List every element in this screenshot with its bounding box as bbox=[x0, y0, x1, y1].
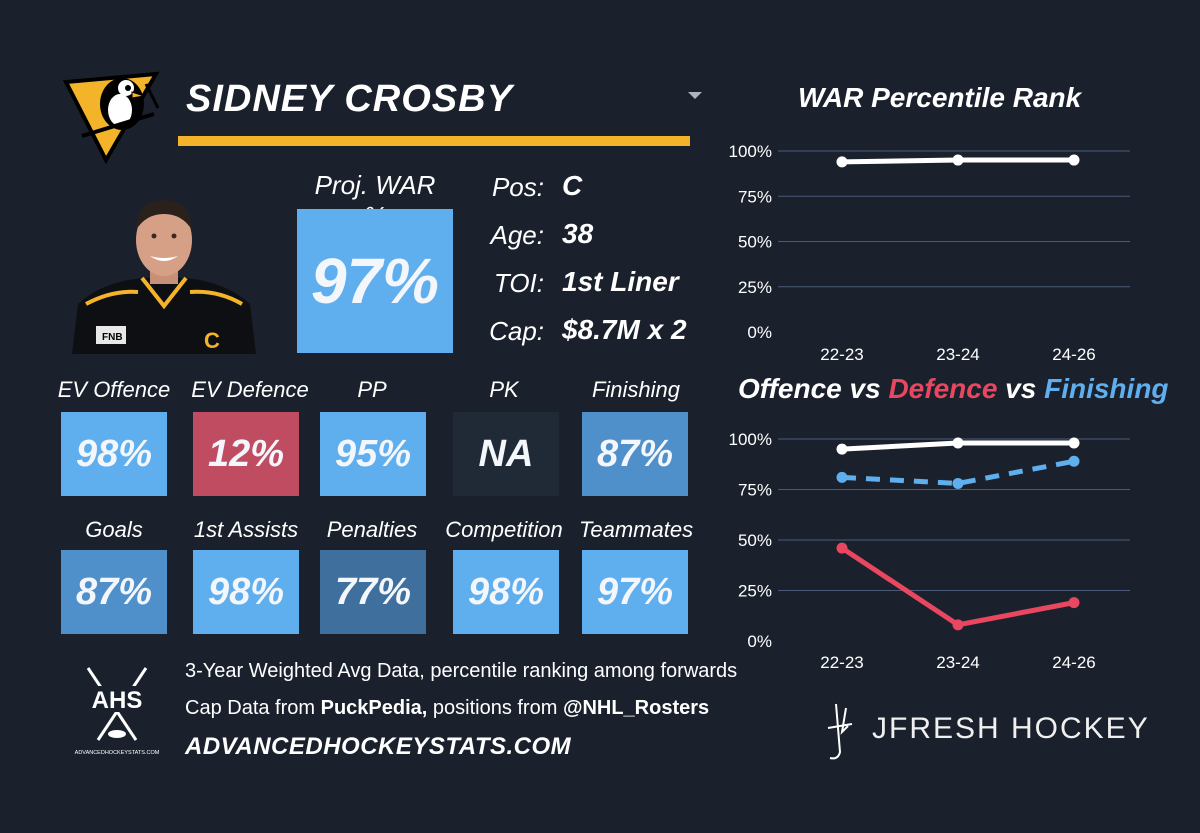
title-vs-2: vs bbox=[997, 373, 1045, 404]
stat-label: Teammates bbox=[578, 517, 694, 542]
player-photo: FNB C bbox=[72, 186, 256, 354]
pos-value: C bbox=[562, 170, 583, 201]
series-line bbox=[841, 458, 1075, 486]
stat-box: 95% bbox=[320, 412, 426, 496]
y-tick-label: 50% bbox=[738, 233, 772, 252]
footer-line-2: Cap Data from PuckPedia, positions from … bbox=[185, 697, 709, 720]
y-tick-label: 75% bbox=[738, 187, 772, 206]
y-tick-label: 0% bbox=[747, 323, 772, 342]
data-point bbox=[1068, 437, 1080, 449]
stat-box: 77% bbox=[320, 550, 426, 634]
stat-box: 97% bbox=[582, 550, 688, 634]
data-point bbox=[1068, 455, 1080, 467]
stat-label: EV Defence bbox=[191, 377, 309, 402]
player-name: SIDNEY CROSBY bbox=[186, 78, 513, 120]
jfresh-logo-icon bbox=[822, 702, 862, 762]
stat-box: 98% bbox=[61, 412, 167, 496]
y-tick-label: 100% bbox=[729, 142, 772, 161]
footer-line-2-mid: positions from bbox=[427, 697, 563, 719]
jfresh-brand: JFRESH HOCKEY bbox=[872, 712, 1150, 745]
y-tick-label: 0% bbox=[747, 632, 772, 651]
age-value: 38 bbox=[562, 218, 594, 249]
stat-box: 87% bbox=[582, 412, 688, 496]
chevron-down-icon[interactable] bbox=[688, 92, 702, 99]
cap-value: $8.7M x 2 bbox=[562, 314, 687, 345]
name-underline bbox=[178, 136, 690, 146]
data-point bbox=[952, 619, 964, 631]
ahs-logo-icon: AHS ADVANCEDHOCKEYSTATS.COM bbox=[74, 664, 160, 756]
stat-label: EV Offence bbox=[57, 377, 171, 402]
offence-defence-finishing-chart: 0% 25% 50% 75% 100% 22-23 23-24 24-26 bbox=[729, 430, 1130, 672]
series-line bbox=[840, 545, 1075, 628]
y-tick-label: 50% bbox=[738, 531, 772, 550]
svg-text:FNB: FNB bbox=[102, 332, 123, 343]
site-url[interactable]: ADVANCEDHOCKEYSTATS.COM bbox=[185, 733, 572, 760]
data-point bbox=[836, 471, 848, 483]
stat-label: Finishing bbox=[591, 377, 681, 402]
stat-label: PP bbox=[357, 377, 387, 402]
footer-line-2-pre: Cap Data from bbox=[185, 697, 321, 719]
y-tick-label: 25% bbox=[738, 278, 772, 297]
stat-box: 87% bbox=[61, 550, 167, 634]
title-vs-1: vs bbox=[841, 373, 889, 404]
penguins-logo-icon bbox=[62, 64, 168, 165]
footer-line-1: 3-Year Weighted Avg Data, percentile ran… bbox=[185, 660, 738, 682]
proj-war-value: 97% bbox=[297, 209, 453, 353]
data-point bbox=[952, 437, 964, 449]
chart-2-title: Offence vs Defence vs Finishing bbox=[738, 373, 1169, 405]
proj-war-label: Proj. WAR % bbox=[314, 170, 436, 231]
pos-label: Pos: bbox=[491, 172, 544, 202]
stat-box: 98% bbox=[453, 550, 559, 634]
title-defence: Defence bbox=[888, 373, 998, 404]
stat-box: NA bbox=[453, 412, 559, 496]
y-tick-label: 75% bbox=[738, 481, 772, 500]
data-point bbox=[952, 154, 964, 166]
ahs-logo-text: AHS bbox=[92, 687, 143, 714]
ahs-logo-subtext: ADVANCEDHOCKEYSTATS.COM bbox=[75, 750, 160, 756]
toi-label: TOI: bbox=[493, 268, 544, 298]
data-point bbox=[1068, 154, 1080, 166]
stat-label: Competition bbox=[445, 517, 563, 542]
y-tick-label: 100% bbox=[729, 430, 772, 449]
nhl-rosters-text: @NHL_Rosters bbox=[562, 697, 710, 719]
data-point bbox=[952, 477, 964, 489]
stat-box: 98% bbox=[193, 550, 299, 634]
title-finishing: Finishing bbox=[1044, 373, 1169, 404]
data-point bbox=[836, 443, 848, 455]
stat-label: PK bbox=[489, 377, 519, 402]
x-tick-label: 22-23 bbox=[820, 653, 863, 672]
x-tick-label: 23-24 bbox=[936, 345, 979, 364]
puckpedia-text: PuckPedia, bbox=[320, 697, 428, 719]
stat-label: Goals bbox=[85, 517, 143, 542]
stat-label: Penalties bbox=[326, 517, 418, 542]
war-percentile-chart: 0% 25% 50% 75% 100% 22-23 23-24 24-26 bbox=[729, 142, 1130, 364]
cap-label: Cap: bbox=[489, 316, 544, 346]
svg-text:C: C bbox=[204, 328, 220, 353]
toi-value: 1st Liner bbox=[562, 266, 679, 297]
x-tick-label: 23-24 bbox=[936, 653, 979, 672]
data-point bbox=[1068, 597, 1080, 609]
chart-1-title: WAR Percentile Rank bbox=[798, 82, 1082, 113]
age-label: Age: bbox=[490, 220, 545, 250]
x-tick-label: 24-26 bbox=[1052, 345, 1095, 364]
title-offence: Offence bbox=[738, 373, 842, 404]
x-tick-label: 22-23 bbox=[820, 345, 863, 364]
data-point bbox=[836, 542, 848, 554]
stat-label: 1st Assists bbox=[193, 517, 299, 542]
y-tick-label: 25% bbox=[738, 582, 772, 601]
data-point bbox=[836, 156, 848, 168]
x-tick-label: 24-26 bbox=[1052, 653, 1095, 672]
stat-box: 12% bbox=[193, 412, 299, 496]
